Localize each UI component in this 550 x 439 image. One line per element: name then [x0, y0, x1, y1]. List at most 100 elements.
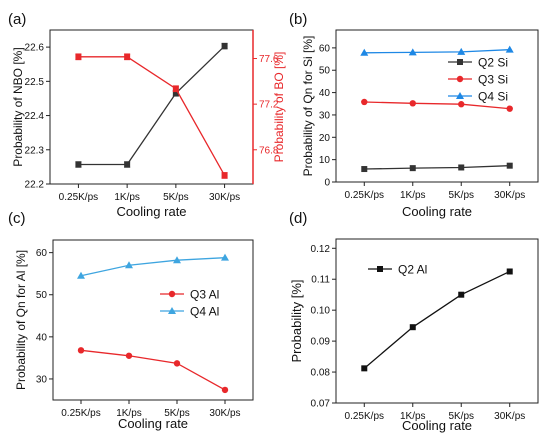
data-point-3-0-3: [506, 268, 513, 275]
data-point-1-2-2: [457, 47, 466, 55]
data-point-1-1-3: [506, 105, 513, 112]
y-right-tick-label-0-2: 77.6: [259, 54, 279, 65]
data-point-0-0-1: [124, 161, 131, 168]
data-point-2-1-3: [221, 253, 229, 261]
y-tick-label-3-4: 0.11: [311, 275, 330, 286]
data-point-2-1-1: [125, 261, 133, 269]
plot-frame-2: [52, 239, 254, 401]
y-tick-label-0-2: 22.4: [25, 111, 45, 122]
x-tick-label-0-1: 1K/ps: [114, 192, 140, 203]
x-axis-title-2: Cooling rate: [118, 416, 188, 431]
series-line-1-1: [364, 101, 510, 110]
y-tick-label-3-0: 0.07: [311, 399, 331, 410]
y-tick-label-2-2: 50: [36, 290, 48, 301]
x-tick-label-2-0: 0.25K/ps: [61, 408, 100, 419]
data-point-2-0-3: [221, 386, 229, 394]
data-point-3-0-1: [409, 324, 416, 331]
x-tick-label-1-2: 5K/ps: [448, 190, 474, 201]
series-line-0-0: [78, 45, 226, 166]
data-point-1-1-2: [458, 101, 465, 108]
x-axis-title-1: Cooling rate: [402, 204, 472, 219]
y-right-axis-title-0: Probability of BO [%]: [272, 52, 286, 163]
y-tick-label-3-1: 0.08: [311, 368, 331, 379]
data-point-1-1-1: [409, 100, 416, 107]
data-point-2-0-0: [77, 347, 85, 354]
y-tick-label-1-6: 60: [319, 43, 331, 54]
y-tick-label-2-1: 40: [36, 332, 48, 343]
x-tick-label-1-1: 1K/ps: [400, 190, 426, 201]
y-tick-label-0-1: 22.3: [25, 145, 45, 156]
panel-label-1: (b): [289, 11, 307, 28]
y-axis-title-3: Probability [%]: [289, 279, 304, 362]
data-point-1-0-2: [458, 164, 465, 171]
panel-label-0: (a): [8, 11, 26, 28]
y-tick-label-3-2: 0.09: [311, 337, 331, 348]
data-point-0-1-1: [124, 53, 131, 60]
x-tick-label-0-3: 30K/ps: [209, 192, 240, 203]
y-tick-label-1-0: 0: [324, 178, 330, 189]
legend-marker-1-1: [456, 75, 464, 83]
series-line-1-2: [364, 49, 510, 54]
legend-label-2-1: Q4 Al: [190, 305, 219, 319]
legend-label-1-2: Q4 Si: [478, 90, 508, 104]
data-point-1-0-1: [409, 165, 416, 172]
x-tick-label-2-1: 1K/ps: [116, 408, 142, 419]
y-right-tick-label-0-0: 76.8: [259, 145, 279, 156]
data-point-1-2-1: [408, 48, 417, 56]
data-point-0-0-2: [172, 90, 179, 97]
series-line-2-1: [80, 257, 226, 277]
x-axis-title-3: Cooling rate: [402, 418, 472, 433]
x-tick-label-2-2: 5K/ps: [164, 408, 190, 419]
y-tick-label-0-3: 22.5: [25, 77, 45, 88]
legend-label-1-1: Q3 Si: [478, 73, 508, 87]
series-line-2-0: [80, 349, 226, 391]
data-point-0-1-2: [172, 85, 179, 92]
data-point-1-2-3: [505, 45, 514, 53]
panel-label-3: (d): [289, 210, 307, 227]
y-tick-label-2-3: 60: [36, 248, 48, 259]
y-tick-label-1-5: 50: [319, 66, 331, 77]
legend-marker-2-1: [168, 307, 176, 314]
legend-marker-2-0: [168, 290, 176, 298]
series-line-3-0: [363, 270, 511, 369]
x-tick-label-3-2: 5K/ps: [448, 411, 474, 422]
legend-label-3-0: Q2 Al: [398, 263, 427, 277]
data-point-2-1-0: [77, 271, 85, 279]
data-point-2-0-2: [173, 360, 181, 367]
y-tick-label-0-4: 22.6: [25, 43, 45, 54]
legend-label-1-0: Q2 Si: [478, 56, 508, 70]
y-tick-label-1-3: 30: [319, 110, 331, 121]
data-point-0-0-0: [75, 161, 82, 168]
x-tick-label-3-1: 1K/ps: [400, 411, 426, 422]
plot-frame-0: [49, 29, 254, 185]
y-axis-title-0: Probability of NBO [%]: [11, 47, 25, 166]
x-tick-label-3-0: 0.25K/ps: [345, 411, 384, 422]
y-tick-label-0-0: 22.2: [25, 180, 45, 191]
y-tick-label-3-5: 0.12: [311, 244, 331, 255]
y-axis-title-2: Probability of Qn for Al [%]: [14, 250, 28, 390]
data-point-0-0-3: [221, 43, 228, 50]
legend-marker-1-0: [457, 59, 463, 65]
y-axis-title-1: Probability of Qn for Si [%]: [301, 36, 315, 177]
legend-marker-3-0: [377, 266, 383, 272]
data-point-1-0-0: [361, 166, 368, 173]
x-tick-label-0-0: 0.25K/ps: [59, 192, 98, 203]
data-point-2-1-2: [173, 256, 181, 264]
y-tick-label-3-3: 0.10: [311, 306, 331, 317]
data-point-1-2-0: [360, 48, 369, 56]
x-tick-label-0-2: 5K/ps: [163, 192, 189, 203]
x-tick-label-2-3: 30K/ps: [209, 408, 240, 419]
x-tick-label-1-3: 30K/ps: [494, 190, 525, 201]
data-point-1-0-3: [506, 162, 513, 169]
x-tick-label-3-3: 30K/ps: [494, 411, 525, 422]
legend-marker-1-2: [456, 92, 464, 99]
data-point-3-0-0: [361, 365, 368, 372]
legend-label-2-0: Q3 Al: [190, 288, 219, 302]
y-tick-label-2-0: 30: [36, 374, 48, 385]
data-point-0-1-0: [75, 53, 82, 60]
y-tick-label-1-1: 10: [319, 155, 331, 166]
series-line-0-1: [78, 56, 226, 176]
plot-frame-1: [335, 29, 539, 183]
